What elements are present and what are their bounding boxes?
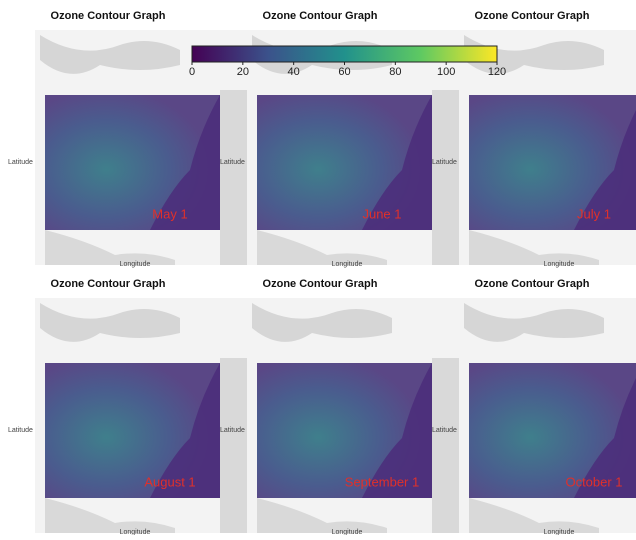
date-label: September 1 bbox=[345, 474, 419, 489]
x-axis-label: Longitude bbox=[544, 261, 575, 268]
panel-title: Ozone Contour Graph bbox=[475, 278, 590, 290]
panel-title: Ozone Contour Graph bbox=[51, 278, 166, 290]
colorbar-tick-label: 40 bbox=[288, 66, 300, 78]
panel-title: Ozone Contour Graph bbox=[263, 278, 378, 290]
y-axis-label: Latitude bbox=[220, 427, 245, 434]
panel-title: Ozone Contour Graph bbox=[263, 10, 378, 22]
date-label: October 1 bbox=[565, 474, 622, 489]
colorbar-tick-label: 80 bbox=[389, 66, 401, 78]
colorbar-tick-label: 20 bbox=[237, 66, 249, 78]
panel-title: Ozone Contour Graph bbox=[475, 10, 590, 22]
date-label: June 1 bbox=[362, 206, 401, 221]
map-panel: Ozone Contour Graph Latitude Longitude Octo… bbox=[432, 278, 636, 535]
x-axis-label: Longitude bbox=[120, 261, 151, 268]
panel-title: Ozone Contour Graph bbox=[51, 10, 166, 22]
y-axis-label: Latitude bbox=[8, 427, 33, 434]
y-axis-label: Latitude bbox=[432, 427, 457, 434]
date-label: July 1 bbox=[577, 206, 611, 221]
colorbar-tick-label: 0 bbox=[189, 66, 195, 78]
date-label: August 1 bbox=[144, 474, 195, 489]
colorbar bbox=[192, 46, 497, 62]
y-axis-label: Latitude bbox=[432, 159, 457, 166]
x-axis-label: Longitude bbox=[544, 529, 575, 535]
figure: Ozone Contour Graph Latitude Longitude May … bbox=[0, 0, 636, 535]
map-panel: Ozone Contour Graph Latitude Longitude Augu… bbox=[8, 278, 252, 535]
colorbar-tick-label: 120 bbox=[488, 66, 506, 78]
x-axis-label: Longitude bbox=[120, 529, 151, 535]
y-axis-label: Latitude bbox=[8, 159, 33, 166]
x-axis-label: Longitude bbox=[332, 529, 363, 535]
colorbar-tick-label: 60 bbox=[338, 66, 350, 78]
date-label: May 1 bbox=[152, 206, 187, 221]
y-axis-label: Latitude bbox=[220, 159, 245, 166]
map-panel: Ozone Contour Graph Latitude Longitude Sept… bbox=[220, 278, 464, 535]
colorbar-tick-label: 100 bbox=[437, 66, 455, 78]
x-axis-label: Longitude bbox=[332, 261, 363, 268]
